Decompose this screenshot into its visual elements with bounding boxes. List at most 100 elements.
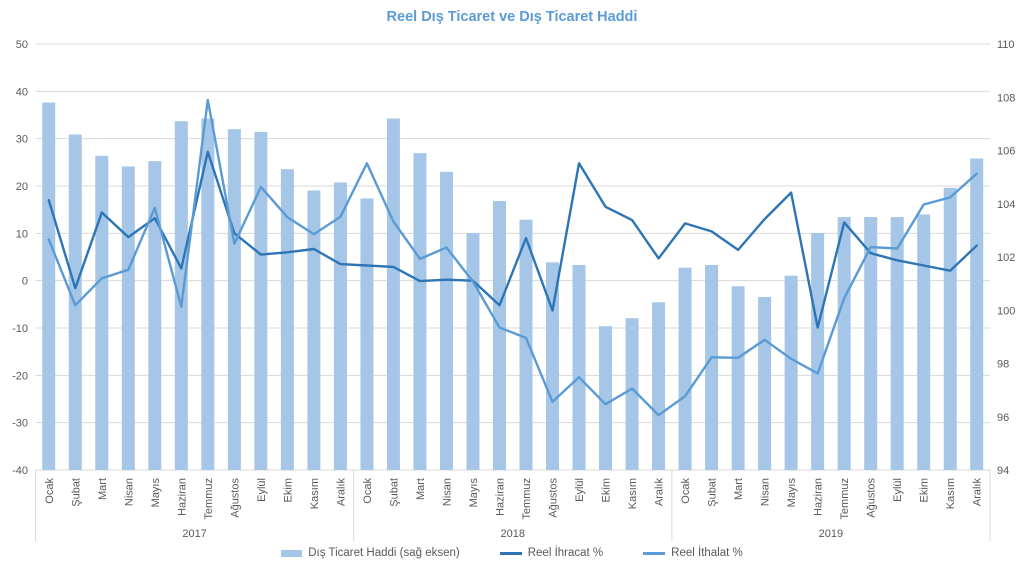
year-axis-labels: 2017 2018 2019: [182, 528, 843, 540]
bar: [280, 169, 294, 470]
month-label: Temmuz: [203, 478, 215, 520]
month-axis-labels: Ocak Şubat Mart Nisan Mayıs Haziran Temmuz Ağus…: [44, 478, 984, 520]
bar: [148, 161, 162, 470]
bar: [254, 131, 268, 471]
chart-legend: Dış Ticaret Haddi (sağ eksen) Reel İhrac…: [0, 547, 1024, 559]
month-label: Temmuz: [521, 478, 533, 520]
line-path: [47, 150, 978, 329]
month-label: Haziran: [494, 478, 506, 516]
right-axis-labels: 110 108 106 104 102 100 98 96 94: [997, 39, 1015, 477]
month-label: Mart: [97, 478, 109, 500]
month-label: Haziran: [813, 478, 825, 516]
month-label: Nisan: [123, 478, 135, 506]
legend-label: Dış Ticaret Haddi (sağ eksen): [308, 547, 460, 559]
month-label: Ağustos: [229, 478, 241, 518]
left-axis-tick: 0: [22, 276, 28, 288]
bar: [466, 233, 480, 470]
bar: [917, 214, 931, 470]
month-label: Ocak: [680, 478, 692, 504]
month-label: Mart: [415, 478, 427, 500]
month-label: Ocak: [44, 478, 56, 504]
month-label: Mayıs: [468, 478, 480, 508]
bar: [970, 158, 984, 471]
month-label: Aralık: [335, 478, 347, 507]
bar: [439, 171, 453, 471]
right-axis-tick: 98: [997, 359, 1009, 371]
left-axis-tick: 50: [16, 39, 28, 51]
left-axis-tick: 10: [16, 228, 28, 240]
month-label: Kasım: [309, 478, 321, 509]
bar-swatch-icon: [281, 549, 303, 557]
bar: [784, 275, 798, 470]
month-label: Temmuz: [839, 478, 851, 520]
month-label: Kasım: [627, 478, 639, 509]
month-label: Ağustos: [866, 478, 878, 518]
bar: [546, 262, 560, 470]
legend-label: Reel İthalat %: [671, 547, 743, 559]
right-axis-tick: 94: [997, 465, 1009, 477]
bar: [943, 187, 957, 470]
bar: [625, 318, 639, 470]
right-axis-tick: 102: [997, 252, 1015, 264]
bar: [572, 264, 586, 470]
month-label: Ağustos: [548, 478, 560, 518]
month-label: Nisan: [441, 478, 453, 506]
left-axis-tick: -40: [12, 465, 28, 477]
year-label: 2019: [819, 528, 843, 540]
bar: [519, 219, 533, 470]
bar: [307, 190, 321, 470]
bar: [678, 267, 692, 470]
right-axis-tick: 100: [997, 305, 1015, 317]
left-axis-tick: -20: [12, 370, 28, 382]
month-label: Aralık: [654, 478, 666, 507]
legend-item-reel-ihracat: Reel İhracat %: [499, 547, 604, 559]
month-label: Şubat: [707, 478, 719, 507]
legend-item-reel-ithalat: Reel İthalat %: [643, 547, 743, 559]
right-axis-tick: 110: [997, 39, 1015, 51]
month-label: Kasım: [945, 478, 957, 509]
chart-title: Reel Dış Ticaret ve Dış Ticaret Haddi: [386, 9, 638, 25]
bar: [811, 233, 825, 470]
bar: [333, 182, 347, 470]
legend-label: Reel İhracat %: [527, 547, 604, 559]
left-axis-tick: 40: [16, 86, 28, 98]
month-label: Mayıs: [786, 478, 798, 508]
bar: [360, 198, 374, 471]
month-label: Nisan: [760, 478, 772, 506]
bar: [599, 326, 613, 470]
month-label: Ekim: [282, 478, 294, 502]
year-label: 2018: [501, 528, 525, 540]
month-label: Ekim: [919, 478, 931, 502]
month-label: Ocak: [362, 478, 374, 504]
bar: [731, 286, 745, 470]
year-label: 2017: [182, 528, 206, 540]
bar: [492, 201, 506, 470]
bar: [413, 153, 427, 470]
month-label: Mayıs: [150, 478, 162, 508]
month-label: Eylül: [574, 478, 586, 502]
legend-item-dis-ticaret-haddi: Dış Ticaret Haddi (sağ eksen): [281, 547, 460, 559]
series-reel-ihracat: [47, 150, 978, 329]
bar: [227, 129, 241, 470]
bar: [758, 296, 772, 470]
bar: [864, 217, 878, 470]
left-axis-tick: 20: [16, 181, 28, 193]
right-axis-tick: 108: [997, 92, 1015, 104]
bar: [201, 118, 215, 471]
line-swatch-icon: [643, 551, 666, 555]
right-axis-tick: 106: [997, 146, 1015, 158]
month-label: Şubat: [70, 478, 82, 507]
month-label: Eylül: [892, 478, 904, 502]
left-axis-tick: 30: [16, 134, 28, 146]
bar: [121, 166, 135, 470]
month-label: Aralık: [972, 478, 984, 507]
month-label: Haziran: [176, 478, 188, 516]
year-separators: [35, 470, 991, 541]
bar: [42, 102, 56, 470]
month-label: Eylül: [256, 478, 268, 502]
series-reel-ithalat: [47, 98, 978, 417]
bar: [890, 217, 904, 470]
month-label: Ekim: [601, 478, 613, 502]
